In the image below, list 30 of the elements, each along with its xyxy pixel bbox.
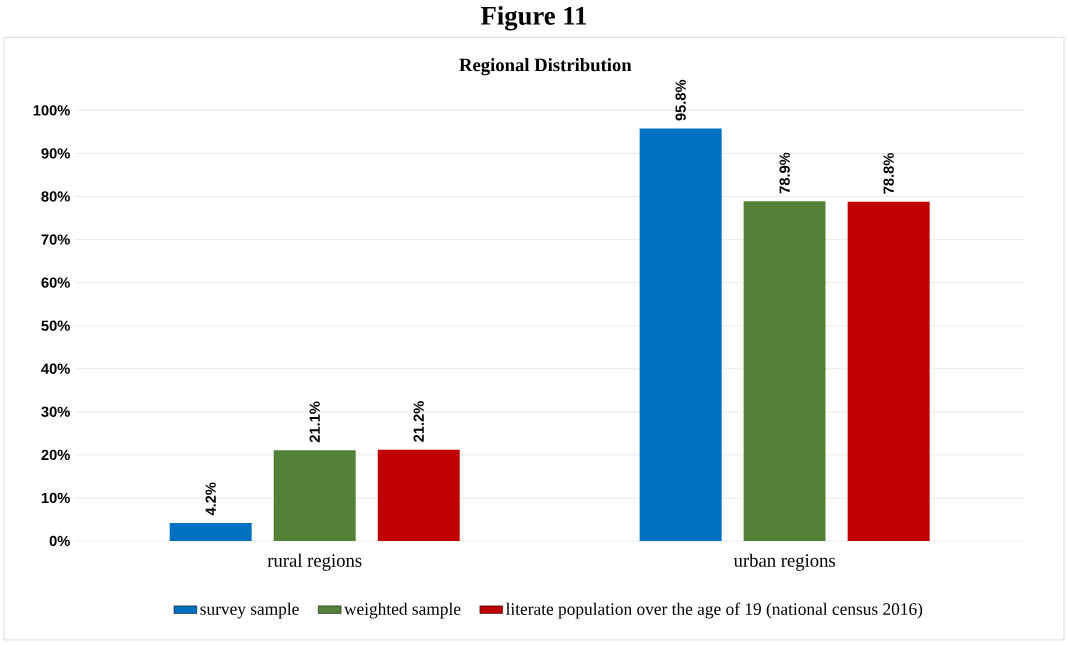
- y-tick-label: 10%: [41, 492, 70, 504]
- data-label: 21.2%: [413, 401, 424, 442]
- legend-label: survey sample: [200, 602, 299, 619]
- bar: [639, 128, 722, 541]
- legend-label: literate population over the age of 19 (national census 2016): [505, 602, 923, 619]
- y-tick-label: 60%: [41, 277, 70, 288]
- legend-label: weighted sample: [344, 602, 461, 619]
- y-tick-label: 80%: [41, 191, 70, 202]
- y-tick-label: 0%: [49, 535, 70, 547]
- data-label: 95.8%: [675, 79, 686, 121]
- y-tick-label: 90%: [41, 148, 70, 159]
- bar: [273, 450, 356, 541]
- bar: [377, 449, 460, 541]
- bar: [743, 201, 826, 541]
- data-label: 21.1%: [309, 401, 320, 443]
- y-tick-label: 30%: [41, 406, 70, 417]
- x-tick-label: urban regions: [733, 553, 836, 571]
- y-tick-label: 70%: [41, 234, 70, 245]
- bar: [169, 522, 252, 541]
- data-label: 4.2%: [205, 482, 216, 516]
- data-label: 78.9%: [779, 152, 790, 194]
- data-label: 78.8%: [883, 153, 894, 194]
- y-tick-label: 20%: [41, 449, 70, 461]
- y-tick-label: 50%: [41, 320, 70, 331]
- bar: [847, 201, 930, 541]
- y-tick-label: 100%: [33, 105, 70, 116]
- chart-title: Figure 11: [481, 6, 587, 31]
- chart-subtitle: Regional Distribution: [459, 58, 632, 76]
- x-tick-label: rural regions: [267, 553, 362, 571]
- y-tick-label: 40%: [41, 363, 70, 374]
